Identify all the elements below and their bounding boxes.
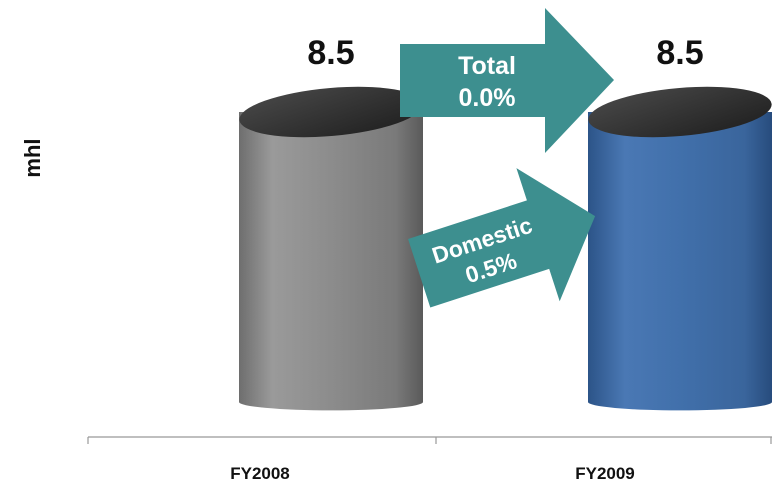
x-tick-label-fy2008: FY2008 [230, 464, 290, 483]
total-change-arrow: Total 0.0% [400, 8, 614, 153]
bar-top-cap [588, 86, 772, 138]
total-arrow-label: Total [458, 52, 516, 80]
value-label-fy2008: 8.5 [307, 34, 354, 72]
x-tick-label-fy2009: FY2009 [575, 464, 635, 483]
value-label-fy2009: 8.5 [656, 34, 703, 72]
total-arrow-value: 0.0% [459, 84, 516, 112]
bars-group [239, 86, 772, 411]
bar-body [239, 112, 423, 411]
bar-fy2008 [239, 86, 423, 411]
domestic-change-arrow: Domestic 0.5% [408, 168, 596, 308]
total-arrow-shape [400, 8, 614, 153]
bar-top-cap [239, 86, 423, 138]
y-axis-label: mhl [20, 138, 45, 177]
bar-fy2009 [588, 86, 772, 411]
bar-body [588, 112, 772, 411]
domestic-arrow-shape [408, 168, 596, 308]
